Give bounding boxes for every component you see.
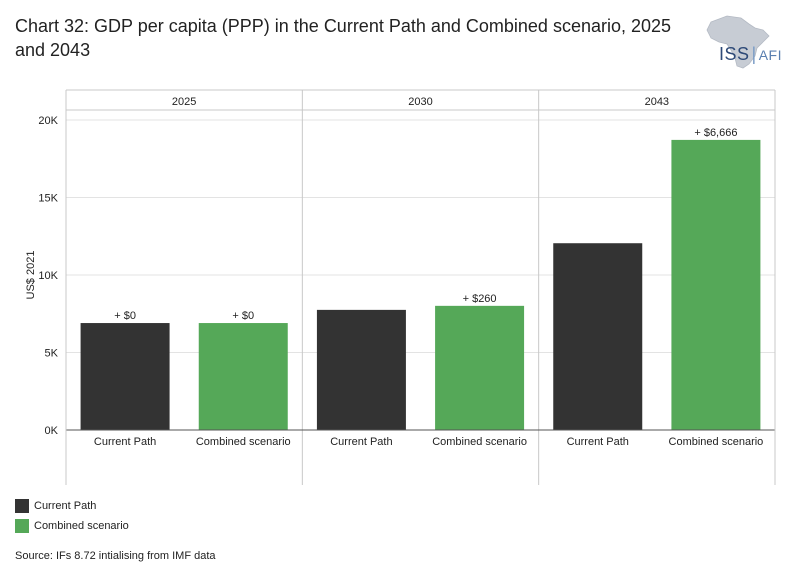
- logo-suffix: AFI: [758, 47, 782, 63]
- panel-year-label: 2043: [645, 96, 669, 108]
- x-category-label: Current Path: [94, 436, 156, 448]
- chart-plot: 0K 5K 10K 15K 20K US$ 2021 2025 + $0 Current Pat…: [25, 89, 776, 485]
- bar-data-label: + $0: [114, 310, 136, 322]
- x-category-label: Combined scenario: [432, 436, 527, 448]
- legend-swatch-current: [15, 499, 29, 513]
- bar-data-label: + $6,666: [694, 127, 737, 139]
- y-tick-label: 0K: [45, 425, 59, 437]
- y-tick-label: 20K: [38, 115, 58, 127]
- bar: [316, 309, 406, 430]
- bar-data-label: + $260: [463, 293, 497, 305]
- bar: [553, 243, 643, 430]
- iss-afi-logo: ISS | AFI: [719, 44, 782, 64]
- legend-item-combined: Combined scenario: [15, 516, 129, 536]
- legend-swatch-combined: [15, 519, 29, 533]
- bar-data-label: + $0: [232, 310, 254, 322]
- x-category-label: Combined scenario: [196, 436, 291, 448]
- source-note: Source: IFs 8.72 intialising from IMF da…: [15, 550, 216, 562]
- africa-map-icon: [706, 15, 770, 69]
- legend-item-current: Current Path: [15, 496, 129, 516]
- legend-label-combined: Combined scenario: [34, 520, 129, 532]
- y-tick-label: 10K: [38, 270, 58, 282]
- y-tick-label: 15K: [38, 193, 58, 205]
- logo-main: ISS: [719, 44, 750, 64]
- x-category-label: Combined scenario: [669, 436, 764, 448]
- x-category-label: Current Path: [330, 436, 392, 448]
- bar: [435, 305, 525, 430]
- bar: [80, 323, 170, 430]
- y-axis-label: US$ 2021: [25, 251, 37, 300]
- chart-title: Chart 32: GDP per capita (PPP) in the Cu…: [15, 16, 672, 60]
- x-category-label: Current Path: [567, 436, 629, 448]
- y-tick-label: 5K: [45, 348, 59, 360]
- legend: Current Path Combined scenario: [15, 496, 129, 536]
- panel-year-label: 2030: [408, 96, 432, 108]
- legend-label-current: Current Path: [34, 500, 97, 512]
- panel-year-label: 2025: [172, 96, 196, 108]
- bar: [671, 139, 761, 431]
- bar: [198, 323, 288, 430]
